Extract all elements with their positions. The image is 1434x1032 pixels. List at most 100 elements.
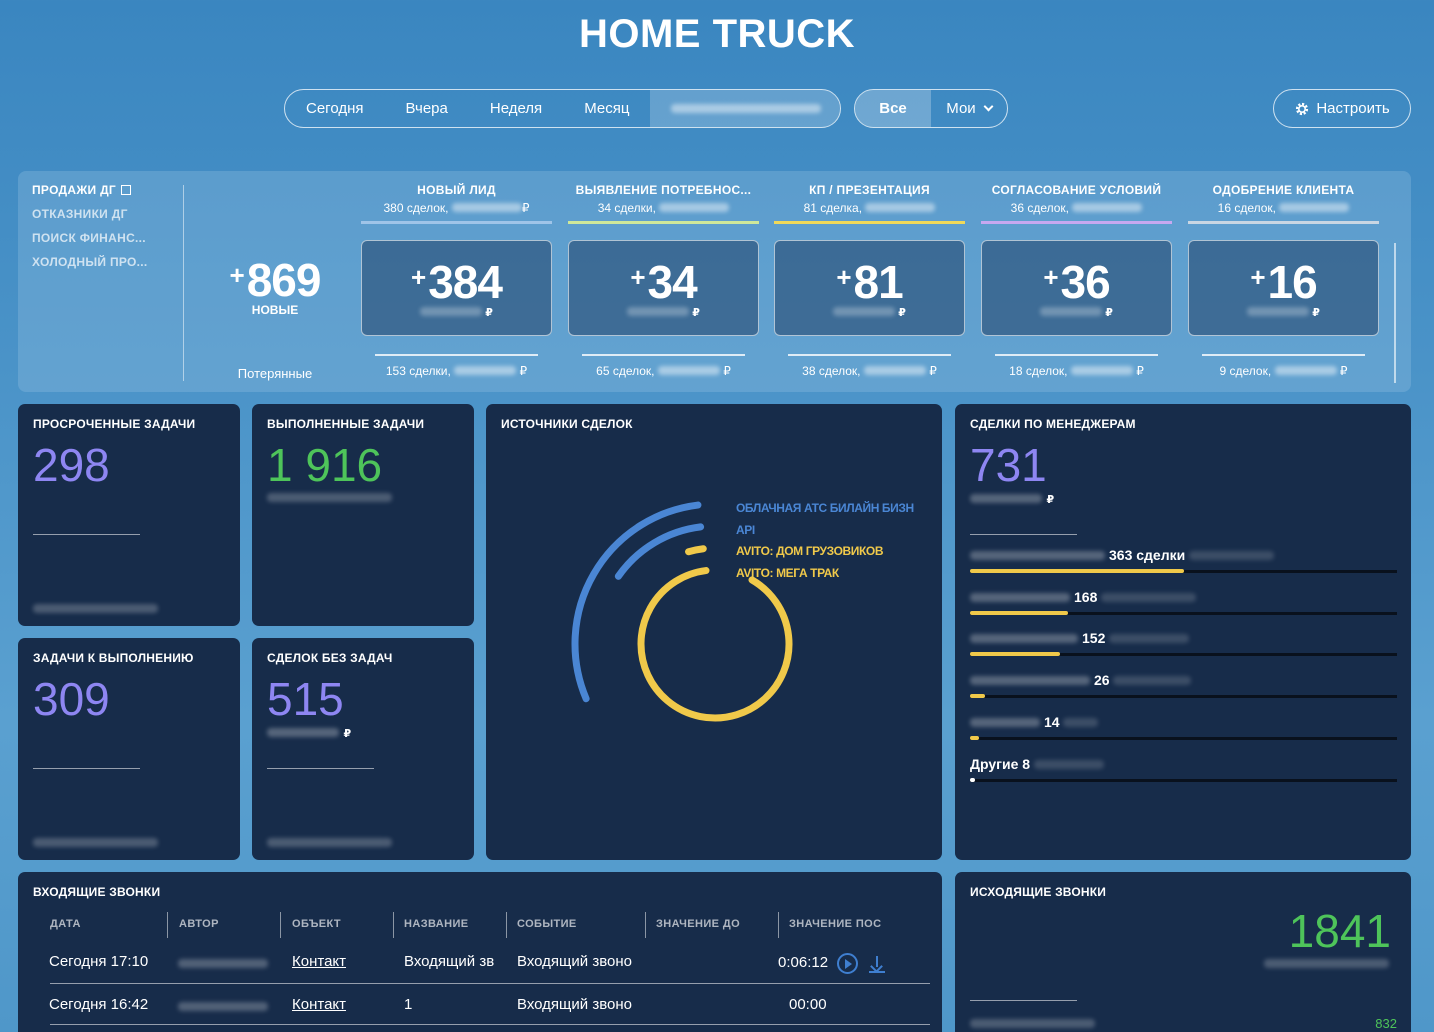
source-legend-item[interactable]: AVITO: ДОМ ГРУЗОВИКОВ (736, 544, 884, 558)
stage-column[interactable]: ОДОБРЕНИЕ КЛИЕНТА 16 сделок, +16 ₽9 сдело… (1188, 183, 1379, 378)
download-icon[interactable] (868, 954, 886, 974)
deals-without-tasks-card[interactable]: СДЕЛОК БЕЗ ЗАДАЧ 515 ₽ (252, 638, 474, 860)
stage-column[interactable]: НОВЫЙ ЛИД 380 сделок, ₽ +384 ₽153 сделки, … (361, 183, 552, 378)
manager-row[interactable]: 152 (970, 630, 1397, 657)
stage-new-box[interactable]: +34 ₽ (568, 240, 759, 336)
manager-row[interactable]: 26 (970, 672, 1397, 699)
period-yesterday-button[interactable]: Вчера (405, 100, 448, 117)
card-title: ПРОСРОЧЕННЫЕ ЗАДАЧИ (33, 417, 196, 431)
manager-row[interactable]: Другие 8 (970, 756, 1397, 782)
column-header-name[interactable]: НАЗВАНИЕ (404, 918, 469, 930)
stage-lost-deals[interactable]: 153 сделки, ₽ (361, 364, 552, 378)
stage-deals-label: 16 сделок, (1217, 201, 1276, 215)
column-header-author[interactable]: АВТОР (179, 918, 219, 930)
source-ring-0[interactable] (571, 501, 702, 703)
deal-sources-card[interactable]: ИСТОЧНИКИ СДЕЛОК ОБЛАЧНАЯ АТС БИЛАЙН БИЗ… (486, 404, 942, 860)
stage-color-line (774, 221, 965, 224)
call-object-link[interactable]: Контакт (292, 953, 347, 970)
manager-label: Другие 8 (970, 756, 1397, 772)
stage-lost-deals[interactable]: 9 сделок, ₽ (1188, 364, 1379, 378)
stage-new-box[interactable]: +81 ₽ (774, 240, 965, 336)
stage-lost-deals[interactable]: 65 сделок, ₽ (568, 364, 759, 378)
stage-new-value: 81 (853, 256, 904, 308)
stage-lost-deals[interactable]: 18 сделок, ₽ (981, 364, 1172, 378)
divider (970, 1000, 1077, 1001)
stage-new-box[interactable]: +16 ₽ (1188, 240, 1379, 336)
column-header-value-after[interactable]: ЗНАЧЕНИЕ ПОС (789, 918, 882, 930)
column-header-event[interactable]: СОБЫТИЕ (517, 918, 577, 930)
call-object-link[interactable]: Контакт (292, 996, 347, 1013)
row-divider (50, 1024, 930, 1025)
source-ring-1[interactable] (614, 523, 705, 580)
owner-mine-dropdown[interactable]: Мои (931, 90, 1007, 127)
managers-total-money: ₽ (970, 490, 1054, 508)
column-header-value-before[interactable]: ЗНАЧЕНИЕ ДО (656, 918, 741, 930)
pipeline-scrollbar[interactable] (1394, 243, 1396, 383)
deals-by-managers-card[interactable]: СДЕЛКИ ПО МЕНЕДЖЕРАМ 731 ₽ 363 сделки 16… (955, 404, 1411, 860)
period-custom-range-button[interactable] (650, 90, 840, 127)
period-month-button[interactable]: Месяц (584, 100, 630, 117)
done-tasks-card[interactable]: ВЫПОЛНЕННЫЕ ЗАДАЧИ 1 916 (252, 404, 474, 626)
overdue-tasks-card[interactable]: ПРОСРОЧЕННЫЕ ЗАДАЧИ 298 (18, 404, 240, 626)
play-icon[interactable] (837, 953, 858, 974)
manager-deals: 168 (1074, 588, 1098, 605)
stage-lost-label: 9 сделок, (1219, 364, 1272, 378)
pipeline-item-cold[interactable]: ХОЛОДНЫЙ ПРО... (32, 255, 148, 269)
column-header-date[interactable]: ДАТА (50, 918, 81, 930)
settings-button[interactable]: Настроить (1273, 89, 1411, 128)
outgoing-calls-card[interactable]: ИСХОДЯЩИЕ ЗВОНКИ 1841 832 (955, 872, 1411, 1032)
period-today-button[interactable]: Сегодня (306, 100, 364, 117)
redacted-text (267, 493, 392, 502)
stage-new-value: 384 (428, 256, 503, 308)
period-week-button[interactable]: Неделя (489, 100, 543, 117)
ruble-sign: ₽ (485, 307, 493, 319)
stage-column[interactable]: ВЫЯВЛЕНИЕ ПОТРЕБНОС... 34 сделки, +34 ₽65… (568, 183, 759, 378)
todo-tasks-value: 309 (33, 673, 110, 725)
pipeline-item-sales[interactable]: ПРОДАЖИ ДГ (32, 183, 148, 197)
redacted-amount (1033, 759, 1104, 769)
lost-deals-label: Потерянные (237, 366, 313, 381)
redacted-name (970, 676, 1090, 686)
redacted-amount (1109, 634, 1190, 644)
redacted-amount (420, 307, 483, 316)
new-deals-total: +869 НОВЫЕ (211, 253, 339, 317)
todo-tasks-card[interactable]: ЗАДАЧИ К ВЫПОЛНЕНИЮ 309 (18, 638, 240, 860)
redacted-amount (1113, 676, 1192, 686)
stage-column[interactable]: СОГЛАСОВАНИЕ УСЛОВИЙ 36 сделок, +36 ₽18 с… (981, 183, 1172, 378)
stage-color-line (1188, 221, 1379, 224)
stage-column[interactable]: КП / ПРЕЗЕНТАЦИЯ 81 сделка, +81 ₽38 сдело… (774, 183, 965, 378)
column-header-object[interactable]: ОБЪЕКТ (292, 918, 342, 930)
pipeline-item-finance[interactable]: ПОИСК ФИНАНС... (32, 231, 146, 245)
redacted-amount (454, 366, 517, 375)
stage-lost-deals[interactable]: 38 сделок, ₽ (774, 364, 965, 378)
card-title: СДЕЛКИ ПО МЕНЕДЖЕРАМ (970, 417, 1136, 431)
stage-lost-line (788, 354, 951, 356)
manager-row[interactable]: 168 (970, 588, 1397, 615)
owner-all-button[interactable]: Все (855, 90, 931, 127)
incoming-calls-card[interactable]: ВХОДЯЩИЕ ЗВОНКИ ДАТА АВТОР ОБЪЕКТ НАЗВАН… (18, 872, 942, 1032)
ruble-sign: ₽ (1136, 364, 1144, 378)
source-ring-3[interactable] (637, 567, 793, 722)
manager-row[interactable]: 14 (970, 714, 1397, 740)
stage-new-box[interactable]: +384 ₽ (361, 240, 552, 336)
manager-deals: 26 (1094, 672, 1110, 689)
source-legend-item[interactable]: AVITO: МЕГА ТРАК (736, 565, 839, 580)
source-ring-2[interactable] (685, 545, 707, 556)
redacted-amount (1101, 592, 1197, 602)
plus-sign: + (229, 260, 245, 290)
redacted-amount (1189, 551, 1275, 560)
redacted-name (970, 592, 1070, 602)
external-link-icon[interactable] (121, 185, 132, 195)
stage-deal-count: 34 сделки, (568, 201, 759, 215)
redacted-amount (451, 203, 522, 212)
deals-without-tasks-money: ₽ (267, 724, 351, 742)
manager-row[interactable]: 363 сделки (970, 547, 1397, 573)
pipeline-item-rejects[interactable]: ОТКАЗНИКИ ДГ (32, 207, 128, 221)
source-legend-item[interactable]: API (736, 522, 755, 537)
stage-new-box[interactable]: +36 ₽ (981, 240, 1172, 336)
source-legend-item[interactable]: ОБЛАЧНАЯ АТС БИЛАЙН БИЗНЕ (736, 501, 914, 515)
stage-color-line (568, 221, 759, 224)
column-separator (280, 912, 281, 938)
call-date: Сегодня 17:10 (49, 953, 149, 970)
plus-sign: + (1250, 262, 1265, 292)
